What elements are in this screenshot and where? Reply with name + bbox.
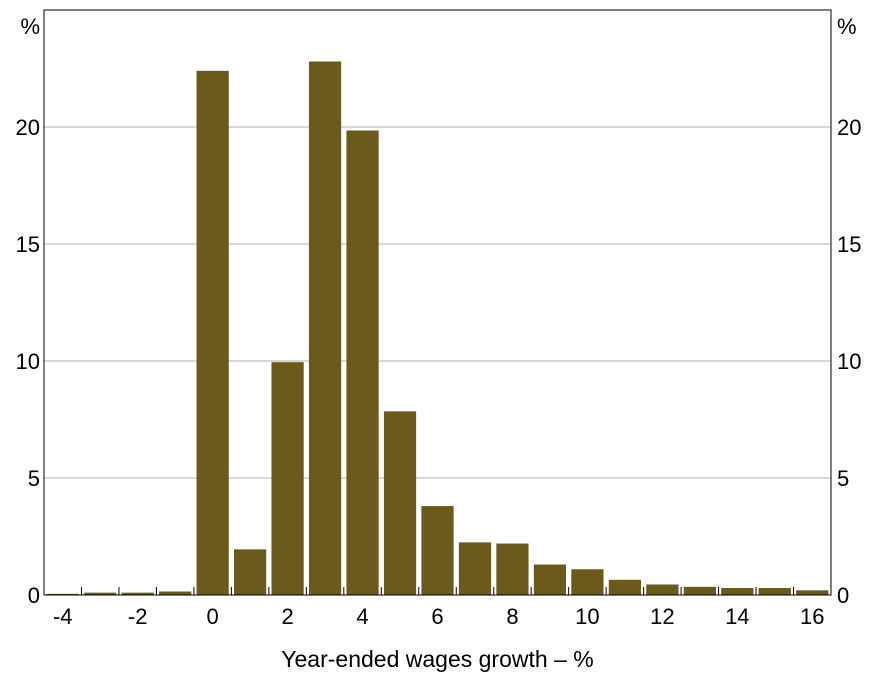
bar xyxy=(46,593,79,595)
y-tick-label-right: 15 xyxy=(837,232,861,257)
left-y-unit-label: % xyxy=(20,14,40,39)
bar xyxy=(458,542,492,595)
right-y-axis-labels: 0 5 10 15 20 xyxy=(837,115,861,608)
x-tick-label: 14 xyxy=(725,604,749,629)
x-tick-label: -2 xyxy=(128,604,148,629)
bar xyxy=(533,564,567,595)
x-tick-label: 16 xyxy=(800,604,824,629)
x-tick-label: 10 xyxy=(575,604,599,629)
bar xyxy=(271,362,304,595)
bar xyxy=(346,130,379,595)
bar xyxy=(496,543,529,595)
x-tick-label: 6 xyxy=(431,604,443,629)
bar xyxy=(383,411,417,595)
y-tick-label-right: 10 xyxy=(837,349,861,374)
x-tick-label: -4 xyxy=(53,604,73,629)
y-tick-label-left: 0 xyxy=(28,583,40,608)
bar xyxy=(234,549,267,595)
bar xyxy=(683,586,716,595)
left-y-axis-labels: 0 5 10 15 20 xyxy=(16,115,40,608)
x-axis-labels: -4 -2 0 2 4 6 8 10 12 14 16 xyxy=(53,604,825,629)
right-y-unit-label: % xyxy=(837,14,857,39)
x-tick-label: 12 xyxy=(650,604,674,629)
bar xyxy=(421,506,454,595)
bar xyxy=(571,569,604,595)
bar xyxy=(308,61,342,596)
bar xyxy=(121,592,154,595)
gridlines xyxy=(44,126,831,479)
y-tick-label-right: 0 xyxy=(837,583,849,608)
y-tick-label-left: 20 xyxy=(16,115,40,140)
bar xyxy=(159,591,192,595)
plot-frame xyxy=(43,9,832,596)
bar xyxy=(796,590,829,595)
bar xyxy=(646,584,679,595)
x-axis-title: Year-ended wages growth – % xyxy=(281,646,593,672)
y-tick-label-right: 5 xyxy=(837,466,849,491)
bar xyxy=(721,587,754,595)
y-tick-label-left: 5 xyxy=(28,466,40,491)
y-tick-label-right: 20 xyxy=(837,115,861,140)
x-tick-label: 2 xyxy=(281,604,293,629)
y-tick-label-left: 10 xyxy=(16,349,40,374)
bar xyxy=(608,579,641,595)
x-tick-label: 8 xyxy=(506,604,518,629)
x-tick-label: 4 xyxy=(356,604,368,629)
bars xyxy=(46,61,829,596)
bar xyxy=(84,592,117,595)
y-tick-label-left: 15 xyxy=(16,232,40,257)
x-tick-label: 0 xyxy=(207,604,219,629)
bar xyxy=(196,70,229,596)
bar xyxy=(758,587,791,595)
